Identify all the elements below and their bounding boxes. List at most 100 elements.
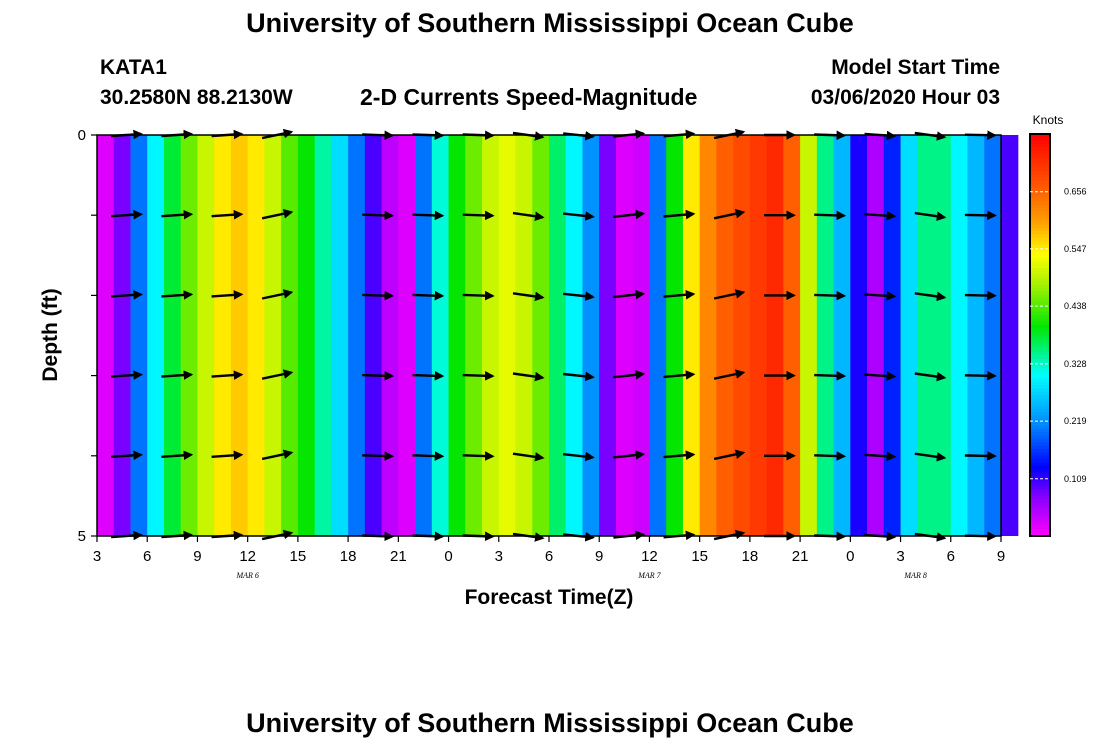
colorbar-swatch (1030, 469, 1050, 473)
y-tick-label: 5 (78, 528, 86, 545)
x-tick-label: 18 (340, 548, 357, 565)
colorbar-swatch (1030, 502, 1050, 507)
heatmap-cell (465, 135, 483, 536)
current-vector-arrow (814, 451, 847, 461)
current-vector-arrow (412, 371, 445, 381)
current-vector-arrow (111, 209, 144, 220)
current-vector-arrow (111, 290, 144, 300)
colorbar: 0.109 0.219 0.328 0.438 0.547 0.656 (1029, 133, 1087, 537)
colorbar-swatch (1030, 154, 1050, 159)
colorbar-swatch (1030, 167, 1050, 172)
heatmap-cell (682, 135, 701, 536)
x-tick-label: 3 (93, 548, 101, 565)
colorbar-tick-label: 0.219 (1064, 416, 1087, 426)
current-vector-arrow (613, 450, 646, 460)
current-vector-arrow (261, 208, 294, 220)
colorbar-swatch (1030, 462, 1050, 467)
colorbar-swatch (1030, 495, 1050, 500)
heatmap-cell (147, 135, 165, 536)
colorbar-swatch (1030, 378, 1050, 383)
current-vector-arrow (512, 452, 545, 462)
colorbar-swatch (1030, 187, 1050, 192)
colorbar-swatch (1030, 278, 1050, 282)
current-vector-arrow (362, 210, 395, 221)
current-vector-arrow (914, 291, 947, 302)
heatmap-cell (967, 135, 985, 536)
heatmap-cell (783, 135, 801, 536)
heatmap-cell (883, 135, 902, 536)
colorbar-swatch (1030, 345, 1050, 349)
colorbar-swatch (1030, 150, 1050, 155)
x-axis: 3 6 9 12 15 18 21 0 3 6 9 12 15 18 21 0 3 6 9 MAR 6 MAR 7 MAR… (93, 536, 1005, 580)
heatmap-cell (984, 135, 1002, 536)
colorbar-swatch (1030, 294, 1050, 299)
heatmap-cell (549, 135, 567, 536)
current-vector-arrow (261, 289, 294, 300)
colorbar-swatch (1030, 458, 1050, 463)
colorbar-swatch (1030, 160, 1050, 165)
current-vector-arrow (713, 289, 746, 300)
colorbar-swatch (1030, 485, 1050, 490)
heatmap-cell (749, 135, 768, 536)
current-vector-arrow (362, 290, 395, 301)
heatmap-cell (97, 135, 115, 536)
colorbar-swatch (1030, 318, 1050, 323)
colorbar-swatch (1030, 281, 1050, 286)
colorbar-swatch (1030, 237, 1050, 242)
heatmap-cell (498, 135, 517, 536)
colorbar-swatch (1030, 509, 1050, 514)
colorbar-swatch (1030, 204, 1050, 209)
colorbar-swatch (1030, 291, 1050, 296)
colorbar-swatch (1030, 335, 1050, 339)
colorbar-swatch (1030, 532, 1050, 537)
x-tick-label: 9 (997, 548, 1005, 565)
current-vector-arrow (563, 371, 595, 382)
current-vector-arrow (663, 450, 696, 460)
colorbar-swatch (1030, 308, 1050, 313)
colorbar-swatch (1030, 264, 1050, 269)
heatmap-cell (264, 135, 282, 536)
colorbar-unit-label: Knots (1033, 113, 1064, 127)
colorbar-swatch (1030, 241, 1050, 246)
colorbar-swatch (1030, 412, 1050, 416)
colorbar-swatch (1030, 432, 1050, 437)
current-vector-arrow (814, 371, 847, 381)
x-tick-label: 18 (742, 548, 759, 565)
date-label: MAR 7 (637, 571, 661, 580)
colorbar-swatch (1030, 398, 1050, 403)
current-vector-arrow (211, 209, 244, 220)
current-vector-arrow (964, 451, 997, 461)
heatmap-cell (800, 135, 818, 536)
colorbar-swatch (1030, 408, 1050, 413)
colorbar-swatch (1030, 472, 1050, 477)
heatmap-cell (431, 135, 450, 536)
heatmap-cell (582, 135, 600, 536)
colorbar-swatch (1030, 144, 1050, 148)
current-vector-arrow (161, 290, 194, 300)
colorbar-swatch (1030, 211, 1050, 215)
colorbar-swatch (1030, 358, 1050, 363)
colorbar-swatch (1030, 519, 1050, 524)
x-tick-label: 3 (495, 548, 503, 565)
x-tick-label: 12 (641, 548, 658, 565)
heatmap-cell (314, 135, 332, 536)
current-vector-arrow (412, 451, 445, 461)
colorbar-swatch (1030, 194, 1050, 199)
colorbar-swatch (1030, 512, 1050, 517)
model-start-value: 03/06/2020 Hour 03 (810, 86, 1000, 109)
heatmap-cell (197, 135, 215, 536)
date-label: MAR 6 (235, 571, 258, 580)
current-vector-arrow (814, 210, 847, 221)
current-vector-arrow (462, 210, 495, 221)
colorbar-swatch (1030, 438, 1050, 443)
colorbar-swatch (1030, 385, 1050, 390)
colorbar-swatch (1030, 177, 1050, 182)
x-tick-label: 15 (691, 548, 708, 565)
current-vector-arrow (563, 291, 595, 301)
colorbar-swatch (1030, 134, 1050, 138)
y-axis: 05 (78, 127, 97, 545)
heatmap-cell (415, 135, 433, 536)
heatmap-cell (381, 135, 399, 536)
y-tick-label: 0 (78, 127, 86, 144)
colorbar-swatch (1030, 341, 1050, 346)
